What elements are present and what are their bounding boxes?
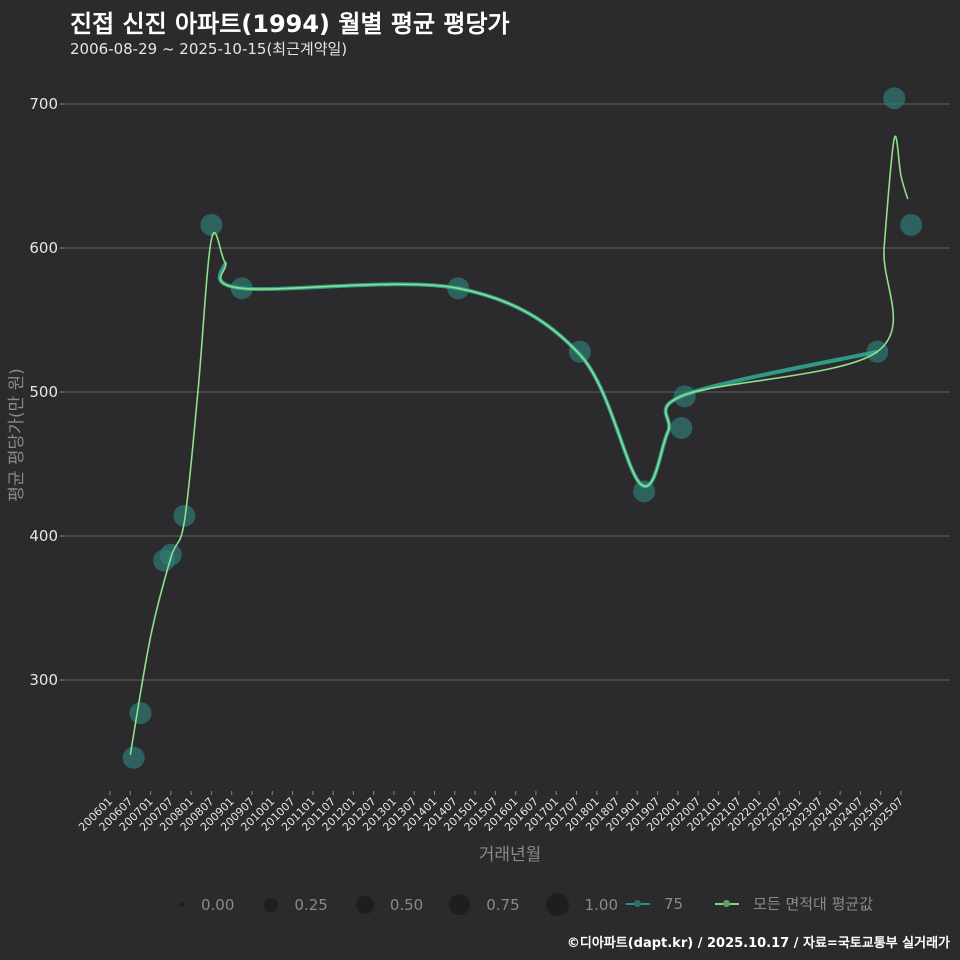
data-points-75	[122, 87, 923, 769]
size-dot-icon	[264, 897, 279, 912]
series-legend: 75 모든 면적대 평균값	[626, 893, 887, 914]
x-axis-ticks: 2006012006072007012007072008012008072009…	[76, 791, 906, 834]
size-legend-label: 0.50	[389, 895, 424, 914]
legend-item-75: 75	[626, 895, 701, 913]
size-legend-item: 0.00	[170, 896, 234, 914]
y-axis-ticks: 300 400 500 600 700	[29, 95, 65, 689]
gridlines	[65, 103, 950, 681]
size-dot-icon	[449, 894, 471, 915]
size-legend-label: 0.25	[294, 895, 328, 914]
legend-item-average: 모든 면적대 평균값	[715, 893, 873, 914]
y-tick-label: 700	[29, 95, 58, 113]
size-dot-icon	[180, 902, 185, 907]
size-legend-item: 0.25	[248, 895, 328, 914]
line-average	[129, 135, 909, 756]
y-tick-label: 300	[29, 671, 58, 689]
data-point	[129, 702, 152, 725]
size-legend-label: 0.00	[201, 895, 235, 914]
line-chart: 300 400 500 600 700 200601200607200701200707…	[7, 87, 950, 865]
size-legend-item: 0.50	[342, 895, 424, 914]
data-point	[122, 746, 145, 769]
chart-title: 진접 신진 아파트(1994) 월별 평균 평당가	[70, 10, 510, 38]
y-axis-label: 평균 평당가(만 원)	[7, 368, 27, 502]
data-point	[883, 87, 906, 110]
y-tick-label: 400	[29, 527, 58, 545]
data-point	[670, 417, 693, 439]
data-point	[900, 213, 923, 236]
size-legend-item: 1.00	[534, 893, 618, 916]
y-tick-label: 500	[29, 383, 58, 401]
data-point	[200, 213, 223, 236]
size-dot-icon	[545, 893, 569, 916]
size-legend: 0.00 0.25 0.50 0.75 1.00	[170, 893, 632, 916]
legend-label: 모든 면적대 평균값	[753, 895, 874, 913]
size-dot-icon	[355, 895, 374, 914]
y-tick-label: 600	[29, 239, 58, 257]
chart-subtitle: 2006-08-29 ~ 2025-10-15(최근계약일)	[70, 40, 348, 58]
size-legend-item: 0.75	[437, 894, 520, 915]
size-legend-label: 0.75	[486, 895, 520, 914]
size-legend-label: 1.00	[584, 895, 619, 914]
data-point	[159, 543, 182, 566]
x-axis-label: 거래년월	[479, 845, 542, 865]
line-swatch-icon	[715, 899, 740, 907]
footer-credit: ©디아파트(dapt.kr) / 2025.10.17 / 자료=국토교통부 실…	[566, 936, 950, 951]
line-75	[217, 261, 878, 489]
data-point	[173, 504, 196, 527]
legend-label: 75	[664, 894, 684, 913]
line-swatch-icon	[626, 899, 650, 907]
